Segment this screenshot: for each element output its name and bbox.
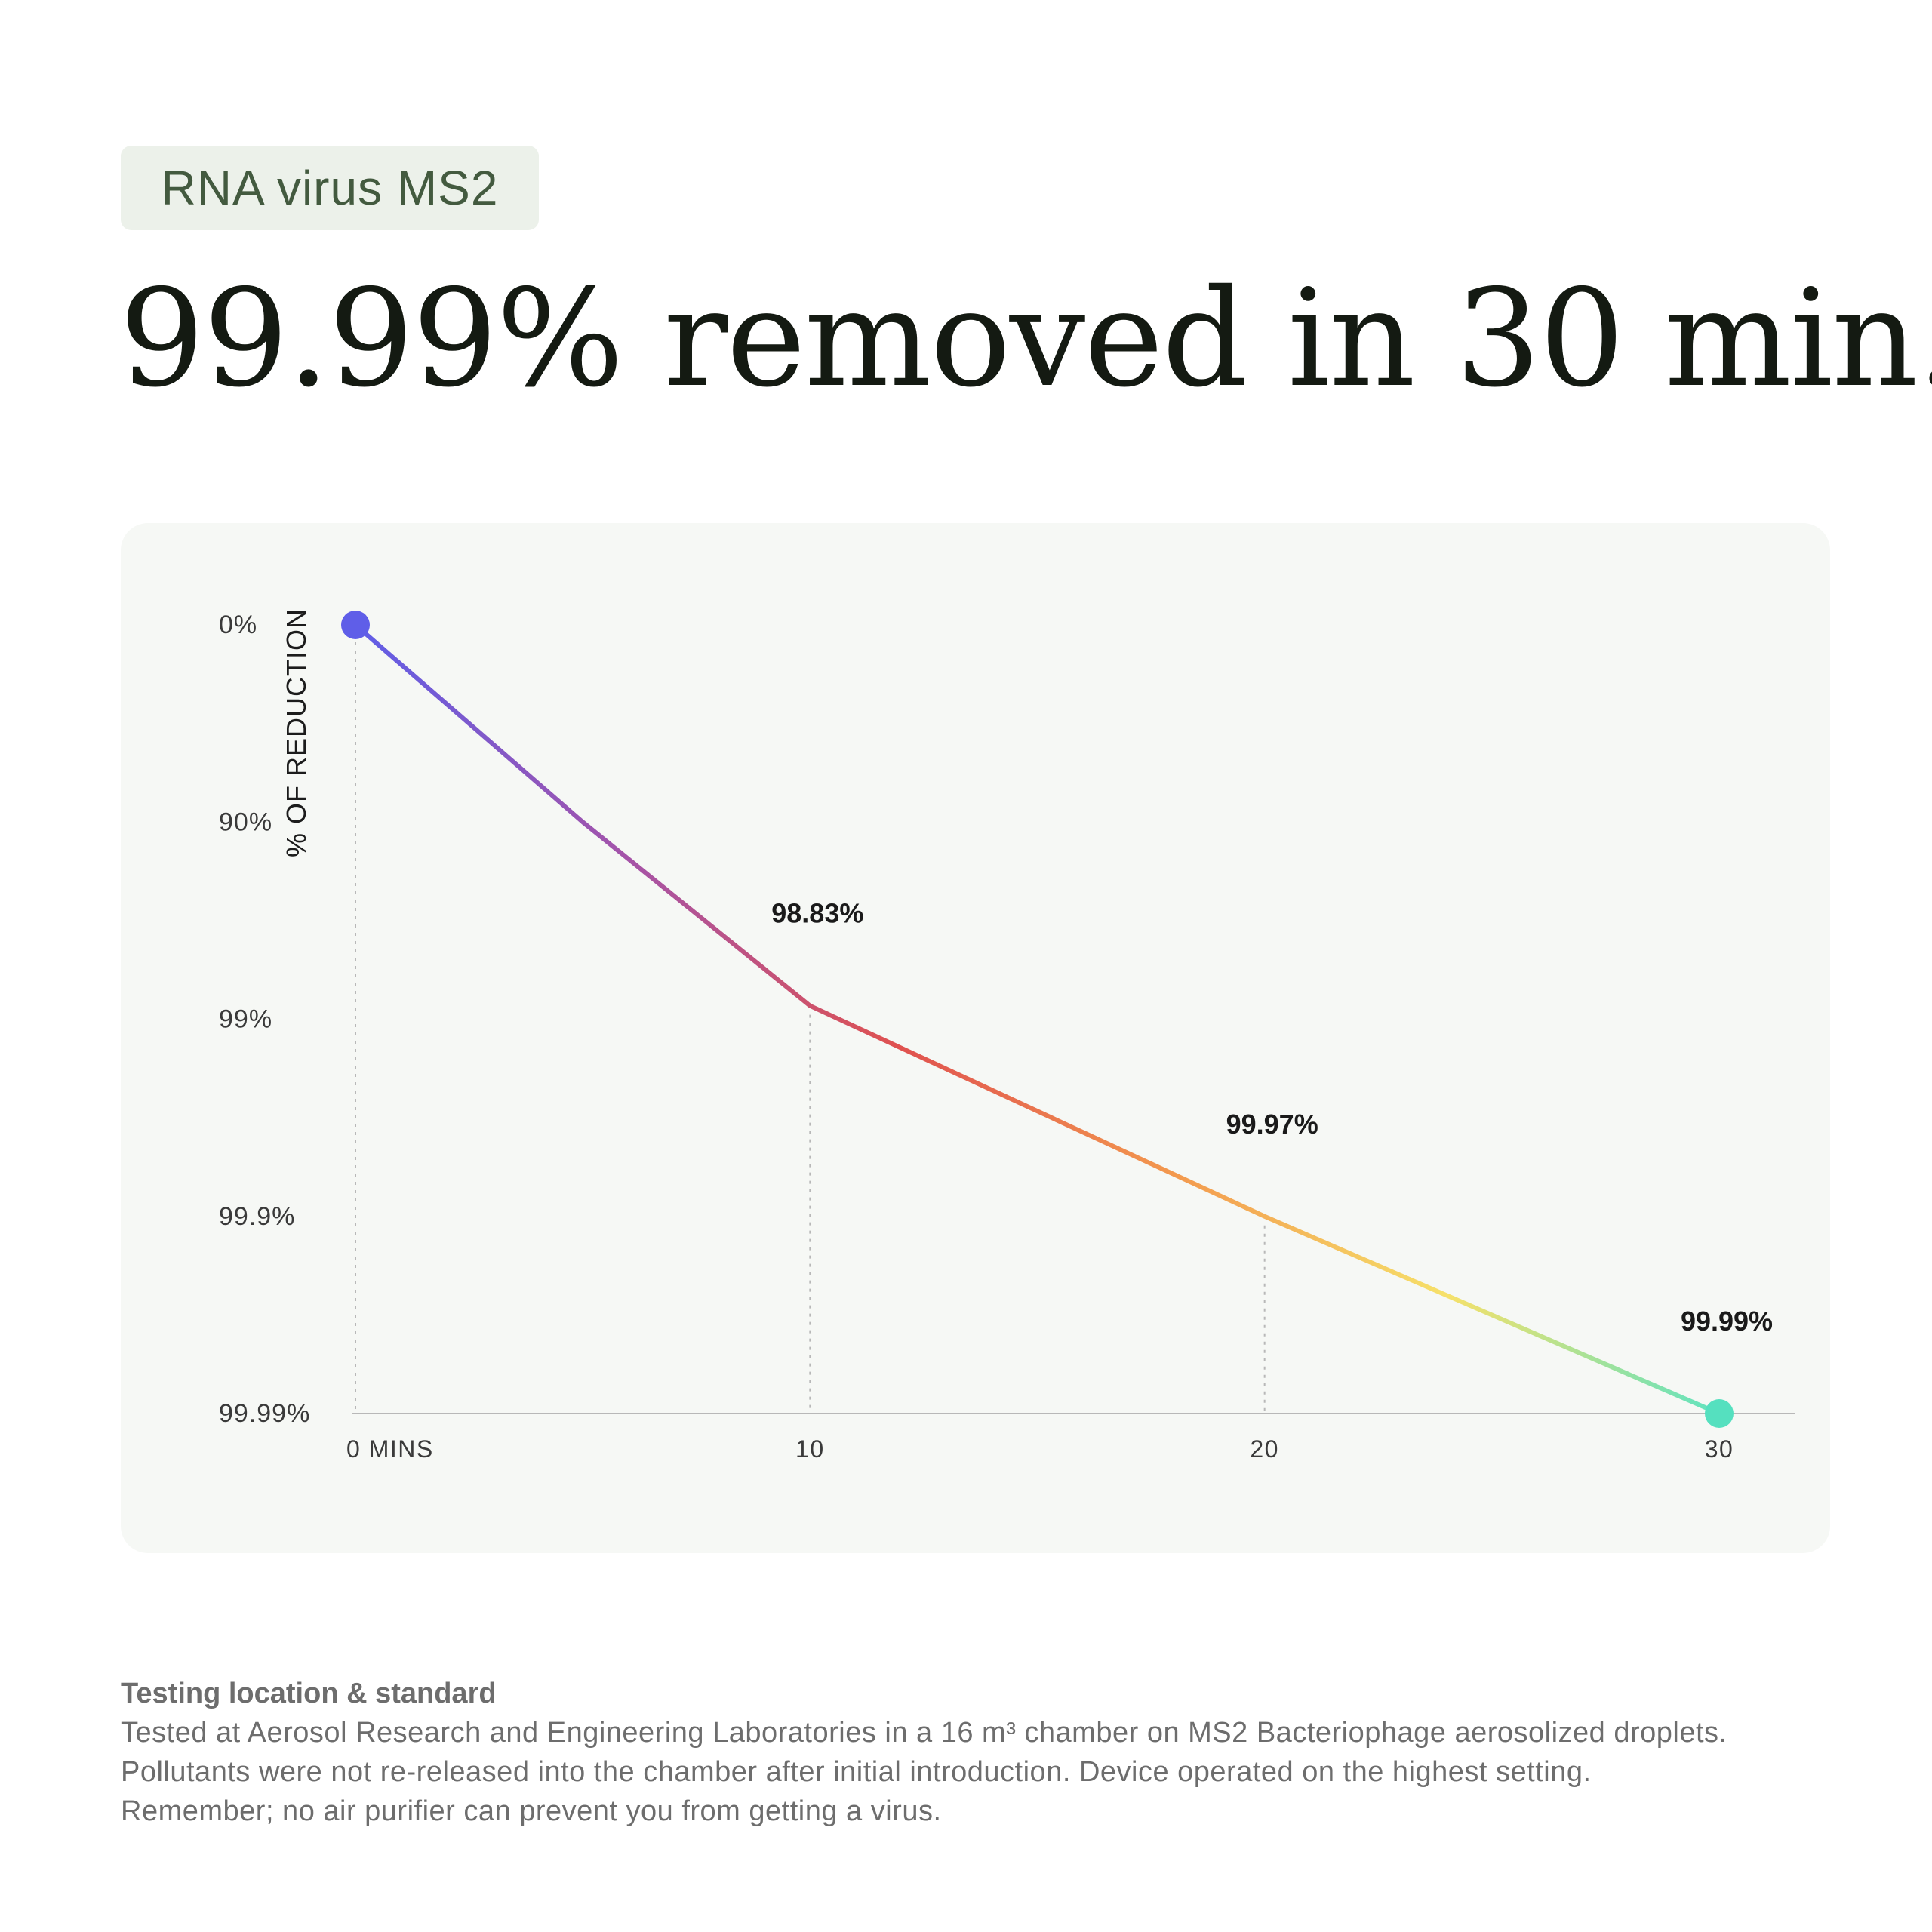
start-point-marker [341, 611, 370, 639]
pathogen-badge-label: RNA virus MS2 [161, 161, 499, 215]
headline: 99.99% removed in 30 min. [119, 260, 1932, 417]
y-tick-label: 99.99% [219, 1399, 310, 1428]
y-axis-title: % OF REDUCTION [281, 608, 312, 857]
footnote-title: Testing location & standard [121, 1678, 497, 1709]
x-tick-label: 10 [795, 1435, 825, 1463]
footnote: Testing location & standard Tested at Ae… [121, 1674, 1841, 1831]
footnote-body: Tested at Aerosol Research and Engineeri… [121, 1717, 1727, 1827]
pathogen-badge: RNA virus MS2 [121, 146, 539, 230]
end-point-marker [1705, 1399, 1734, 1428]
y-tick-label: 0% [219, 611, 257, 639]
y-tick-label: 99% [219, 1005, 272, 1034]
data-point-label: 99.99% [1681, 1306, 1773, 1337]
reduction-line-chart: % OF REDUCTION 0% 90% 99% 99.9% 99.99% 0 MIN… [219, 608, 1795, 1463]
x-tick-label: 30 [1705, 1435, 1734, 1463]
chart-card: % OF REDUCTION 0% 90% 99% 99.9% 99.99% 0 MIN… [121, 523, 1830, 1553]
y-tick-label: 90% [219, 808, 272, 836]
data-point-label: 99.97% [1226, 1109, 1318, 1140]
series-line [353, 623, 1721, 1416]
y-tick-label: 99.9% [219, 1202, 295, 1231]
x-tick-label: 20 [1250, 1435, 1279, 1463]
x-tick-label: 0 MINS [346, 1435, 434, 1463]
data-point-label: 98.83% [771, 898, 863, 929]
